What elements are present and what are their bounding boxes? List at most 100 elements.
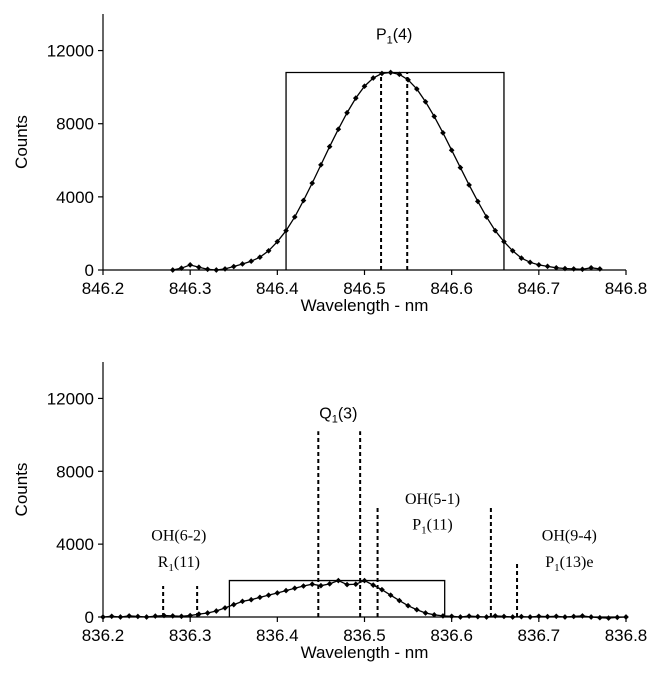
data-point bbox=[361, 83, 368, 90]
data-point bbox=[196, 264, 202, 271]
line-label: R1(11) bbox=[158, 554, 200, 574]
y-axis-title: Counts bbox=[12, 115, 31, 169]
data-point bbox=[570, 613, 577, 620]
y-tick-label: 4000 bbox=[56, 188, 94, 207]
line-label-subscript: 1 bbox=[421, 525, 427, 537]
line-label-main: OH(6-2) bbox=[151, 528, 206, 545]
data-point bbox=[387, 69, 394, 76]
data-point bbox=[405, 77, 411, 83]
data-point bbox=[413, 86, 420, 92]
data-point bbox=[474, 198, 481, 205]
y-tick-label: 0 bbox=[85, 608, 94, 627]
data-point bbox=[440, 130, 446, 136]
data-point bbox=[492, 613, 499, 619]
x-tick-label: 836.2 bbox=[82, 626, 125, 645]
x-tick-label: 836.3 bbox=[169, 626, 212, 645]
data-point bbox=[222, 605, 228, 611]
data-point bbox=[257, 254, 263, 261]
y-tick-label: 0 bbox=[85, 261, 94, 280]
data-point bbox=[300, 197, 307, 204]
data-point bbox=[344, 581, 350, 588]
data-point bbox=[213, 608, 220, 614]
data-point bbox=[544, 613, 551, 620]
data-point bbox=[248, 258, 255, 265]
bottom-spectrum-chart: 0 4000 8000 12000 836.2 836.3 836.4 836.5 836.6 8… bbox=[12, 362, 647, 662]
data-point bbox=[370, 582, 377, 588]
data-point bbox=[405, 602, 411, 609]
data-point bbox=[248, 596, 255, 603]
data-point bbox=[318, 162, 324, 168]
data-point bbox=[422, 610, 429, 616]
window-box bbox=[228, 579, 446, 617]
data-point bbox=[527, 614, 533, 620]
data-point bbox=[309, 180, 316, 186]
data-point bbox=[326, 581, 333, 587]
data-point bbox=[379, 70, 385, 77]
data-point bbox=[605, 615, 612, 621]
line-label-subscript: 1 bbox=[168, 562, 174, 574]
data-point bbox=[213, 267, 220, 273]
line-label: OH(5-1) bbox=[405, 491, 460, 508]
data-point bbox=[597, 614, 603, 621]
data-point bbox=[614, 614, 621, 621]
data-point bbox=[274, 590, 281, 596]
line-label: P1(11) bbox=[412, 517, 452, 537]
data-point bbox=[152, 613, 159, 619]
data-point bbox=[361, 577, 368, 584]
data-point bbox=[370, 75, 377, 81]
x-tick-label: 846.6 bbox=[430, 279, 473, 298]
data-point bbox=[291, 214, 298, 220]
data-point bbox=[579, 266, 586, 273]
data-point bbox=[387, 592, 394, 598]
data-point bbox=[100, 614, 106, 620]
data-point bbox=[466, 182, 472, 188]
data-point bbox=[536, 613, 542, 620]
line-label-tail: (3) bbox=[338, 405, 358, 422]
data-point bbox=[108, 613, 115, 620]
data-point bbox=[283, 587, 289, 594]
x-tick-label: 846.5 bbox=[343, 279, 386, 298]
line-label: P1(4) bbox=[376, 27, 412, 47]
line-label: OH(6-2) bbox=[151, 528, 206, 545]
data-point bbox=[187, 612, 193, 619]
data-point bbox=[544, 263, 551, 270]
line-label-tail: (4) bbox=[393, 27, 413, 44]
data-point bbox=[274, 238, 281, 245]
data-point bbox=[309, 581, 316, 588]
data-point bbox=[527, 259, 533, 266]
data-point bbox=[396, 71, 403, 78]
data-point bbox=[161, 612, 167, 619]
data-point bbox=[457, 164, 464, 171]
data-point bbox=[352, 581, 359, 588]
data-point bbox=[431, 611, 438, 618]
data-point bbox=[169, 613, 176, 619]
line-label-tail: (13)e bbox=[560, 554, 594, 571]
spectrum-line bbox=[102, 579, 627, 619]
data-point bbox=[553, 613, 560, 620]
data-point bbox=[196, 611, 202, 617]
x-tick-label: 836.5 bbox=[343, 626, 386, 645]
line-label: OH(9-4) bbox=[542, 528, 597, 545]
data-point bbox=[300, 583, 307, 589]
x-tick-label: 836.4 bbox=[256, 626, 299, 645]
data-point bbox=[492, 227, 499, 234]
data-point bbox=[588, 614, 594, 620]
data-point bbox=[501, 613, 507, 620]
data-point bbox=[169, 267, 176, 273]
data-point bbox=[239, 261, 246, 267]
y-tick-label: 8000 bbox=[56, 115, 94, 134]
y-tick-label: 12000 bbox=[47, 42, 94, 61]
data-point bbox=[344, 109, 350, 116]
data-point bbox=[440, 613, 446, 619]
data-point bbox=[204, 266, 211, 273]
line-label-main: R bbox=[158, 554, 169, 571]
line-label-main: Q bbox=[319, 405, 331, 422]
line-label-tail: (11) bbox=[174, 554, 200, 571]
data-point bbox=[117, 614, 124, 620]
x-tick-label: 846.2 bbox=[82, 279, 125, 298]
x-tick-label: 846.8 bbox=[605, 279, 648, 298]
data-point bbox=[230, 263, 237, 270]
data-point bbox=[239, 598, 246, 605]
spectrum-line bbox=[172, 71, 600, 271]
data-point bbox=[135, 613, 141, 620]
